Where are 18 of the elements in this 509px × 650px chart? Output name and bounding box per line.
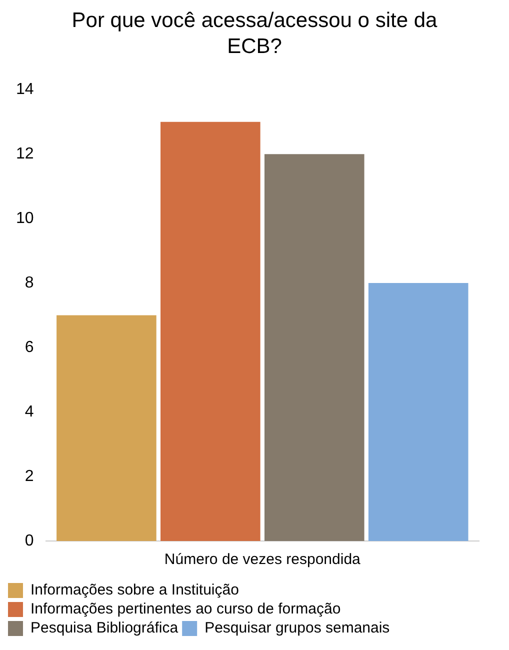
y-tick-label: 8 bbox=[24, 274, 34, 292]
y-tick-label: 0 bbox=[24, 532, 34, 550]
x-tick-label: Número de vezes respondida bbox=[164, 551, 362, 568]
bar bbox=[368, 283, 468, 541]
y-tick-label: 14 bbox=[16, 81, 34, 98]
chart-title: Por que você acessa/acessou o site da ECB? bbox=[70, 8, 438, 60]
bar bbox=[160, 122, 260, 541]
y-tick-label: 2 bbox=[24, 468, 34, 485]
legend-label: Pesquisa Bibliográfica bbox=[30, 620, 179, 637]
y-tick-label: 12 bbox=[16, 145, 34, 162]
legend-label: Informações pertinentes ao curso de formação bbox=[30, 600, 341, 618]
y-tick-label: 10 bbox=[16, 210, 34, 227]
bar bbox=[264, 154, 364, 541]
bar bbox=[56, 315, 156, 541]
legend-label: Informações sobre a Instituição bbox=[30, 582, 239, 599]
y-tick-label: 6 bbox=[24, 338, 34, 356]
legend-label: Pesquisar grupos semanais bbox=[204, 620, 390, 637]
y-tick-label: 4 bbox=[24, 403, 34, 420]
